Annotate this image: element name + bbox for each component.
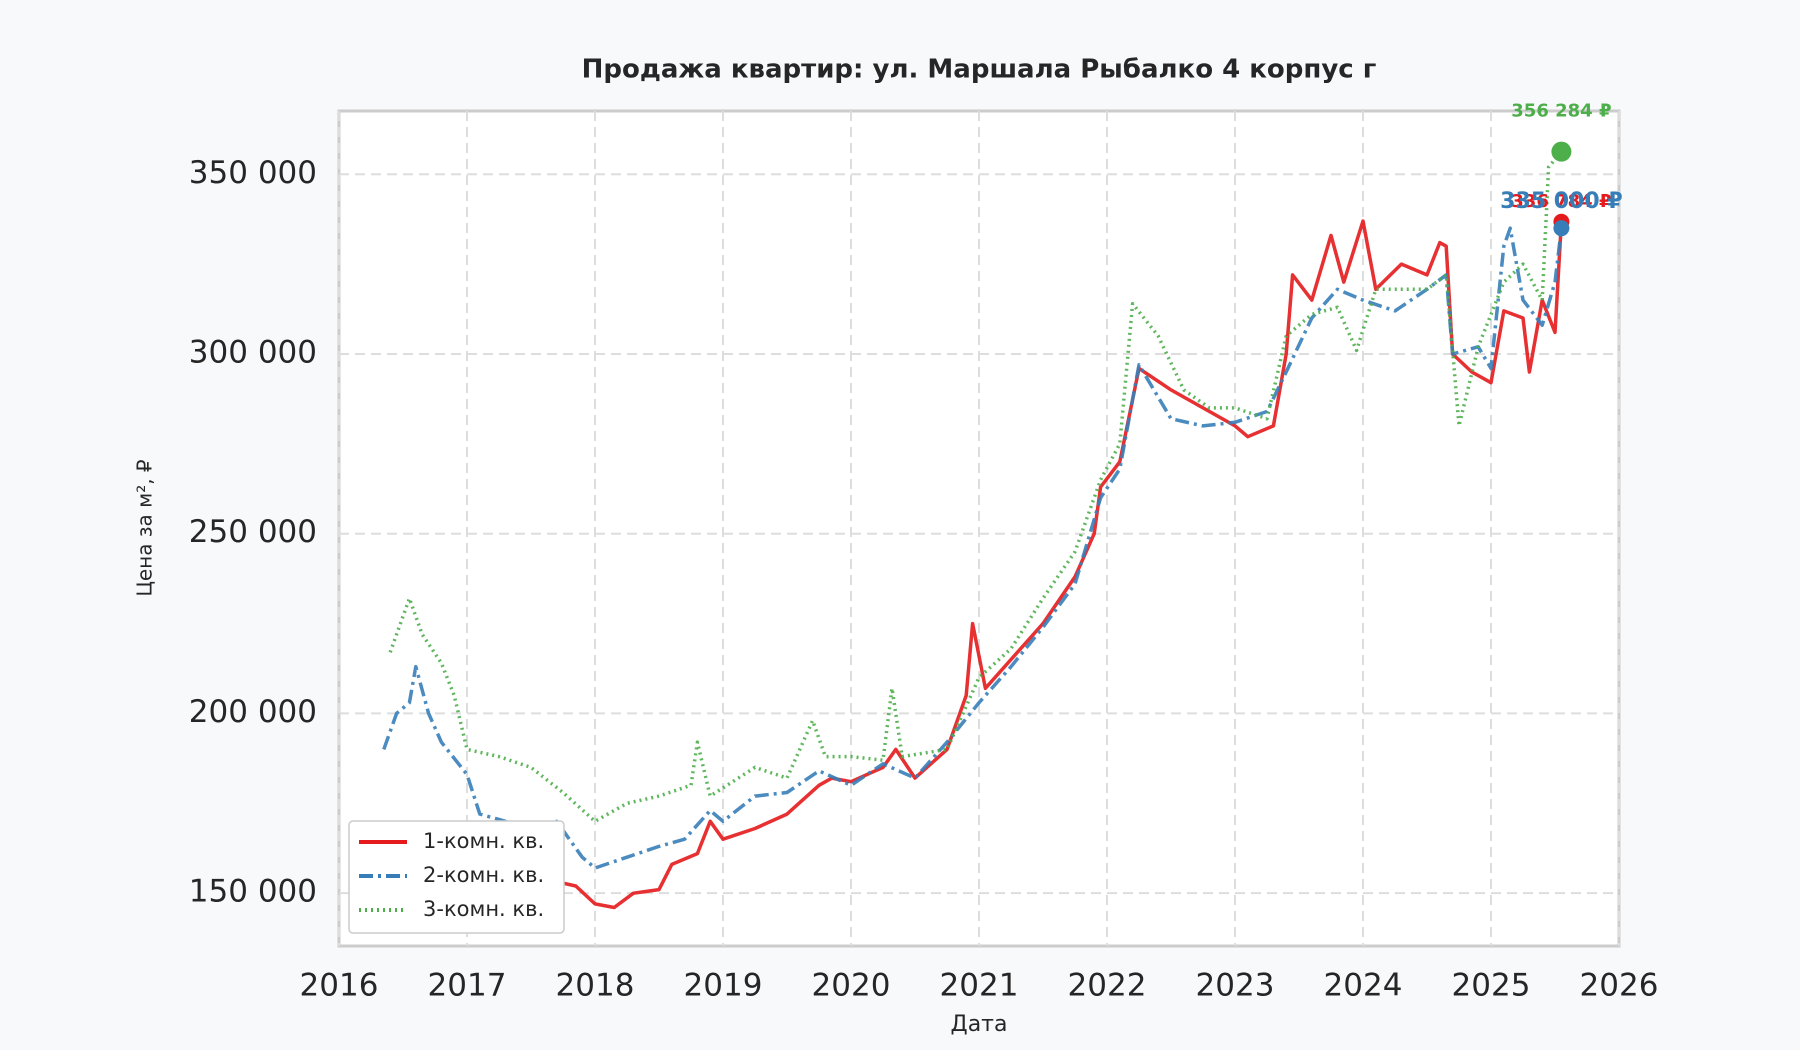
value-label: 336 784 ₽: [1511, 191, 1611, 212]
x-tick-label: 2026: [1580, 968, 1659, 1004]
end-point: [1553, 220, 1570, 237]
x-tick-label: 2017: [428, 968, 507, 1004]
x-tick-label: 2021: [940, 968, 1019, 1004]
legend-label: 2-комн. кв.: [423, 863, 544, 887]
x-tick-label: 2024: [1324, 968, 1403, 1004]
value-label: 356 284 ₽: [1511, 101, 1611, 122]
x-tick-label: 2018: [556, 968, 635, 1004]
y-axis-label: Цена за м², ₽: [133, 459, 157, 597]
x-axis-label: Дата: [951, 1012, 1008, 1037]
y-tick-label: 250 000: [189, 514, 317, 550]
chart-title: Продажа квартир: ул. Маршала Рыбалко 4 к…: [582, 55, 1377, 85]
end-point: [1551, 141, 1572, 162]
legend-box: [348, 820, 565, 934]
legend-label: 3-комн. кв.: [423, 897, 544, 921]
x-tick-label: 2020: [812, 968, 891, 1004]
value-label: 335 000 ₽: [1500, 189, 1622, 214]
y-tick-label: 150 000: [189, 874, 317, 910]
legend: 1-комн. кв. 2-комн. кв. 3-комн. кв.: [348, 820, 565, 934]
legend-label: 1-комн. кв.: [423, 829, 544, 853]
x-tick-label: 2019: [684, 968, 763, 1004]
y-tick-label: 200 000: [189, 694, 317, 730]
line: [382, 226, 1564, 870]
x-tick-label: 2025: [1452, 968, 1531, 1004]
y-tick-label: 300 000: [189, 334, 317, 370]
x-tick-label: 2022: [1068, 968, 1147, 1004]
x-tick-label: 2023: [1196, 968, 1275, 1004]
y-tick-label: 350 000: [189, 155, 317, 191]
x-tick-label: 2016: [300, 968, 379, 1004]
